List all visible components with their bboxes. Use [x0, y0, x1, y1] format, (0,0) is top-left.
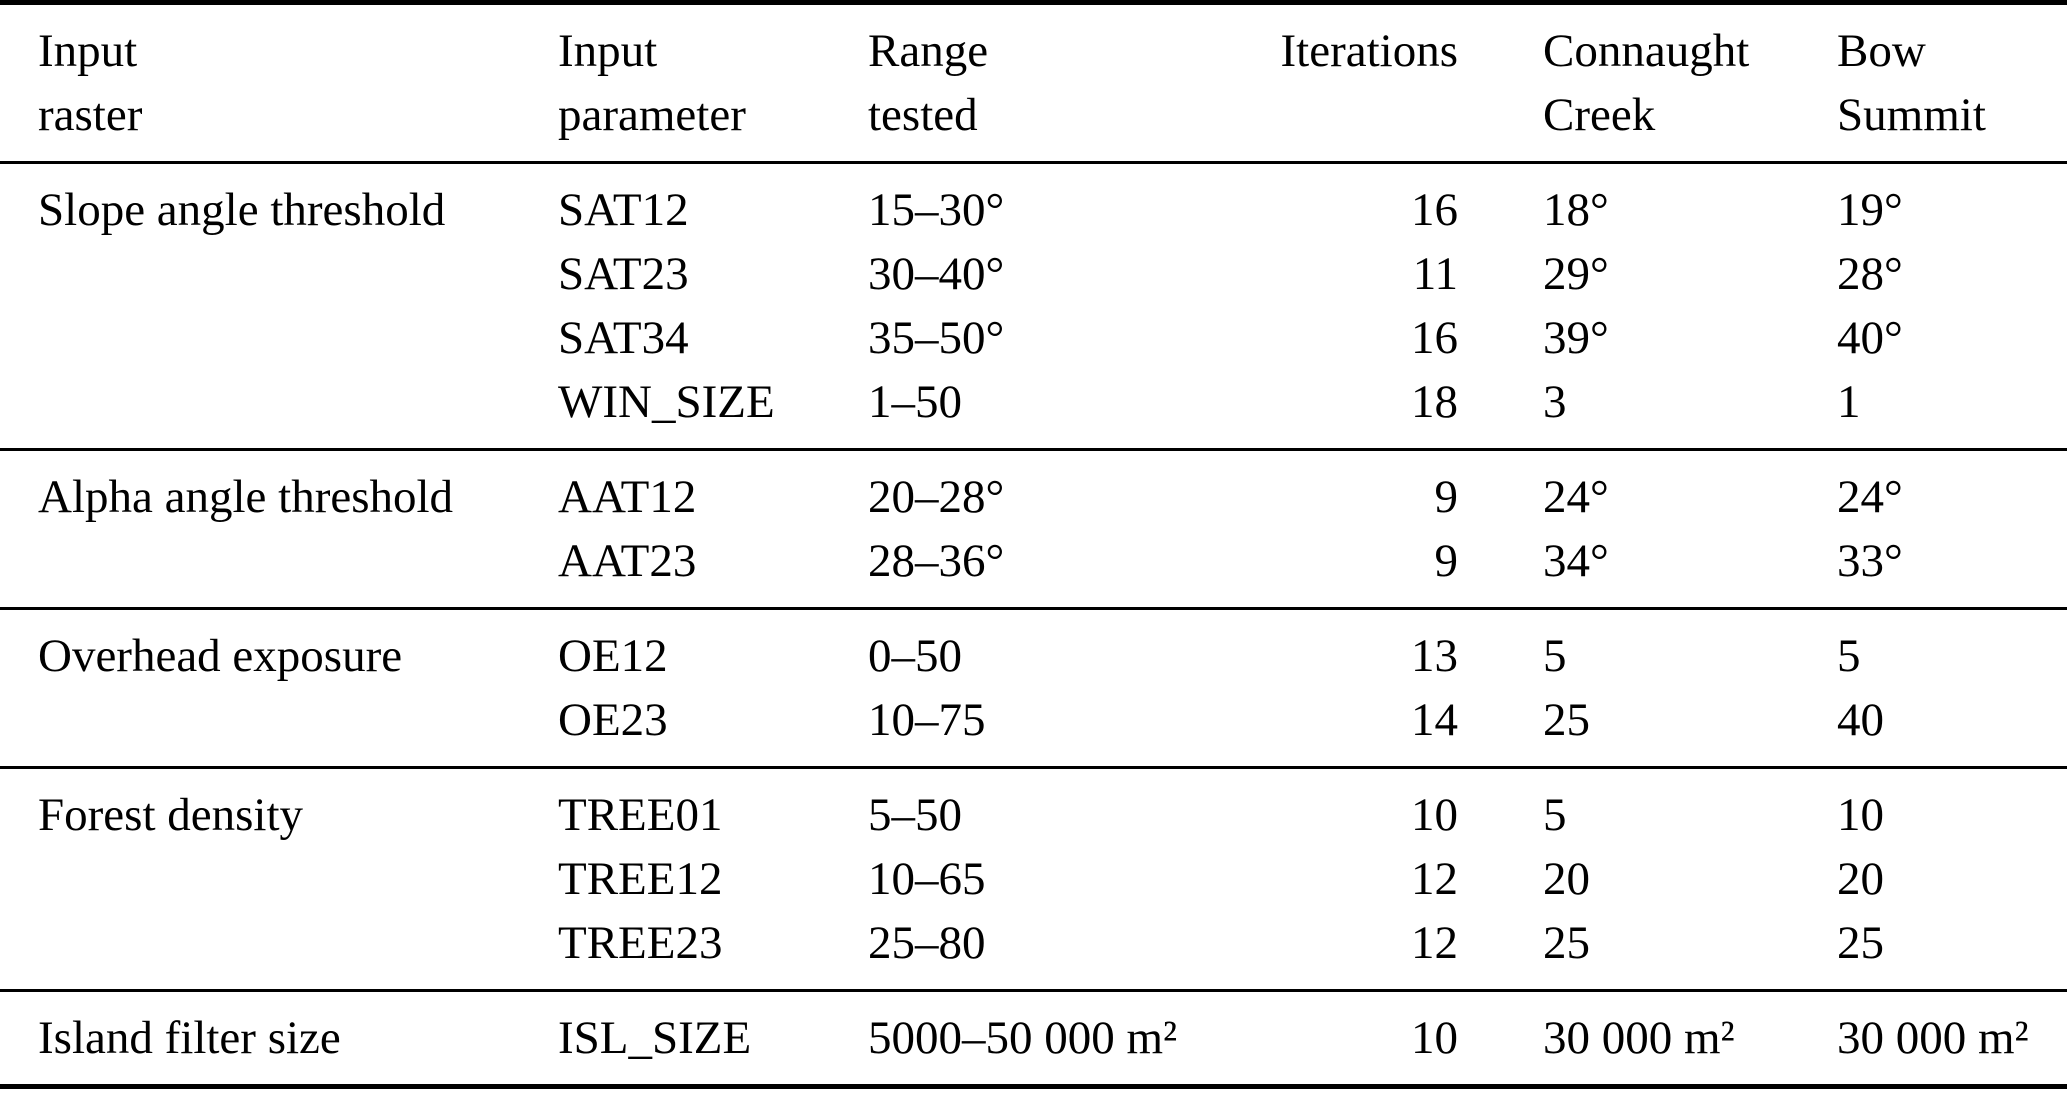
cell-range-tested: 1–50 — [868, 376, 962, 428]
cell-input-parameter: TREE12 — [558, 853, 723, 905]
cell-iterations: 18 — [1411, 376, 1458, 428]
cell-input-parameter: OE12 — [558, 630, 668, 682]
table-row: SAT34 35–50° 16 39° 40° — [0, 306, 2067, 370]
cell-iterations: 11 — [1412, 248, 1458, 300]
col-header-input-parameter: Input parameter — [558, 25, 746, 141]
cell-bow-summit: 25 — [1837, 917, 1884, 969]
cell-bow-summit: 1 — [1837, 376, 1861, 428]
table-row: SAT23 30–40° 11 29° 28° — [0, 242, 2067, 306]
table-row: Slope angle threshold SAT12 15–30° 16 18… — [0, 178, 2067, 242]
cell-iterations: 10 — [1411, 1012, 1458, 1064]
cell-bow-summit: 5 — [1837, 630, 1861, 682]
cell-iterations: 9 — [1434, 471, 1459, 523]
cell-iterations: 16 — [1411, 184, 1458, 236]
cell-range-tested: 10–65 — [868, 853, 986, 905]
cell-bow-summit: 33° — [1837, 535, 1903, 587]
cell-input-parameter: OE23 — [558, 694, 668, 746]
cell-connaught-creek: 34° — [1543, 535, 1609, 587]
section-forest-density: Forest density TREE01 5–50 10 5 10 TREE1… — [0, 769, 2067, 992]
table-row: WIN_SIZE 1–50 18 3 1 — [0, 370, 2067, 434]
cell-bow-summit: 20 — [1837, 853, 1884, 905]
cell-connaught-creek: 3 — [1543, 376, 1567, 428]
table-row: OE23 10–75 14 25 40 — [0, 688, 2067, 752]
cell-iterations: 9 — [1434, 535, 1459, 587]
section-overhead-exposure: Overhead exposure OE12 0–50 13 5 5 OE23 … — [0, 610, 2067, 769]
section-slope-angle-threshold: Slope angle threshold SAT12 15–30° 16 18… — [0, 164, 2067, 451]
cell-range-tested: 25–80 — [868, 917, 986, 969]
cell-connaught-creek: 30 000 m² — [1543, 1012, 1735, 1064]
cell-range-tested: 20–28° — [868, 471, 1005, 523]
cell-connaught-creek: 5 — [1543, 630, 1567, 682]
cell-connaught-creek: 20 — [1543, 853, 1590, 905]
cell-range-tested: 10–75 — [868, 694, 986, 746]
table-header: Input raster Input parameter Range teste… — [0, 5, 2067, 164]
table-row: Island filter size ISL_SIZE 5000–50 000 … — [0, 1006, 2067, 1070]
cell-iterations: 12 — [1411, 853, 1458, 905]
cell-input-parameter: AAT12 — [558, 471, 697, 523]
cell-range-tested: 35–50° — [868, 312, 1005, 364]
cell-connaught-creek: 18° — [1543, 184, 1609, 236]
cell-connaught-creek: 29° — [1543, 248, 1609, 300]
section-label: Slope angle threshold — [38, 184, 446, 236]
table-row: Overhead exposure OE12 0–50 13 5 5 — [0, 624, 2067, 688]
cell-range-tested: 28–36° — [868, 535, 1005, 587]
section-label: Overhead exposure — [38, 630, 403, 682]
cell-input-parameter: TREE01 — [558, 789, 723, 841]
col-header-range-tested: Range tested — [868, 25, 989, 141]
col-header-connaught-creek: Connaught Creek — [1543, 25, 1750, 141]
cell-input-parameter: SAT12 — [558, 184, 689, 236]
section-alpha-angle-threshold: Alpha angle threshold AAT12 20–28° 9 24°… — [0, 451, 2067, 610]
cell-connaught-creek: 25 — [1543, 694, 1590, 746]
table-row: Forest density TREE01 5–50 10 5 10 — [0, 783, 2067, 847]
col-header-bow-summit: Bow Summit — [1837, 25, 1986, 141]
cell-range-tested: 5000–50 000 m² — [868, 1012, 1178, 1064]
cell-iterations: 14 — [1411, 694, 1458, 746]
table-row: Alpha angle threshold AAT12 20–28° 9 24°… — [0, 465, 2067, 529]
cell-input-parameter: AAT23 — [558, 535, 697, 587]
cell-bow-summit: 24° — [1837, 471, 1903, 523]
cell-connaught-creek: 39° — [1543, 312, 1609, 364]
cell-iterations: 16 — [1411, 312, 1458, 364]
cell-input-parameter: ISL_SIZE — [558, 1012, 752, 1064]
cell-range-tested: 5–50 — [868, 789, 962, 841]
cell-range-tested: 0–50 — [868, 630, 962, 682]
cell-bow-summit: 19° — [1837, 184, 1903, 236]
cell-connaught-creek: 24° — [1543, 471, 1609, 523]
cell-input-parameter: SAT34 — [558, 312, 689, 364]
table-row: AAT23 28–36° 9 34° 33° — [0, 529, 2067, 593]
section-label: Forest density — [38, 789, 304, 841]
cell-iterations: 13 — [1411, 630, 1458, 682]
cell-connaught-creek: 5 — [1543, 789, 1567, 841]
cell-range-tested: 15–30° — [868, 184, 1005, 236]
cell-input-parameter: TREE23 — [558, 917, 723, 969]
header-row: Input raster Input parameter Range teste… — [0, 19, 2067, 147]
cell-bow-summit: 10 — [1837, 789, 1884, 841]
cell-iterations: 10 — [1411, 789, 1458, 841]
section-label: Alpha angle threshold — [38, 471, 454, 523]
section-label: Island filter size — [38, 1012, 341, 1064]
cell-bow-summit: 28° — [1837, 248, 1903, 300]
table-row: TREE23 25–80 12 25 25 — [0, 911, 2067, 975]
cell-iterations: 12 — [1411, 917, 1458, 969]
col-header-iterations: Iterations — [1280, 25, 1459, 77]
cell-connaught-creek: 25 — [1543, 917, 1590, 969]
cell-bow-summit: 40° — [1837, 312, 1903, 364]
cell-bow-summit: 40 — [1837, 694, 1884, 746]
cell-input-parameter: SAT23 — [558, 248, 689, 300]
section-island-filter-size: Island filter size ISL_SIZE 5000–50 000 … — [0, 992, 2067, 1084]
cell-bow-summit: 30 000 m² — [1837, 1012, 2029, 1064]
cell-range-tested: 30–40° — [868, 248, 1005, 300]
col-header-input-raster: Input raster — [38, 25, 143, 141]
table-row: TREE12 10–65 12 20 20 — [0, 847, 2067, 911]
cell-input-parameter: WIN_SIZE — [558, 376, 775, 428]
